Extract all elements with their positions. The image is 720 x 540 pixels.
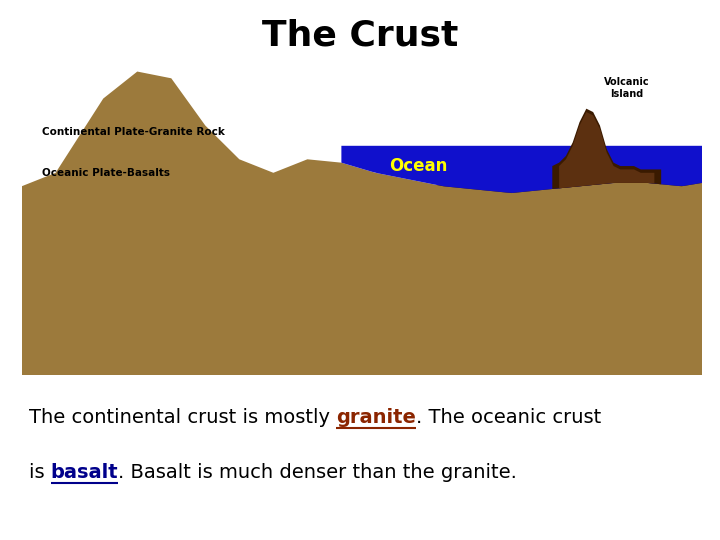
Polygon shape [22,166,702,375]
Text: basalt: basalt [50,463,118,482]
Text: is: is [29,463,50,482]
Text: Oceanic Plate-Basalts: Oceanic Plate-Basalts [42,168,170,178]
Text: . The oceanic crust: . The oceanic crust [416,408,601,427]
Polygon shape [559,112,654,188]
Text: . Basalt is much denser than the granite.: . Basalt is much denser than the granite… [118,463,517,482]
Text: The Crust: The Crust [262,19,458,53]
Text: granite: granite [336,408,416,427]
Text: Volcanic
Island: Volcanic Island [604,77,650,98]
Polygon shape [341,146,702,193]
Text: The continental crust is mostly: The continental crust is mostly [29,408,336,427]
Polygon shape [22,179,702,375]
Polygon shape [552,109,661,189]
Polygon shape [22,71,702,375]
Text: Continental Plate-Granite Rock: Continental Plate-Granite Rock [42,127,225,137]
Text: Ocean: Ocean [389,157,447,175]
